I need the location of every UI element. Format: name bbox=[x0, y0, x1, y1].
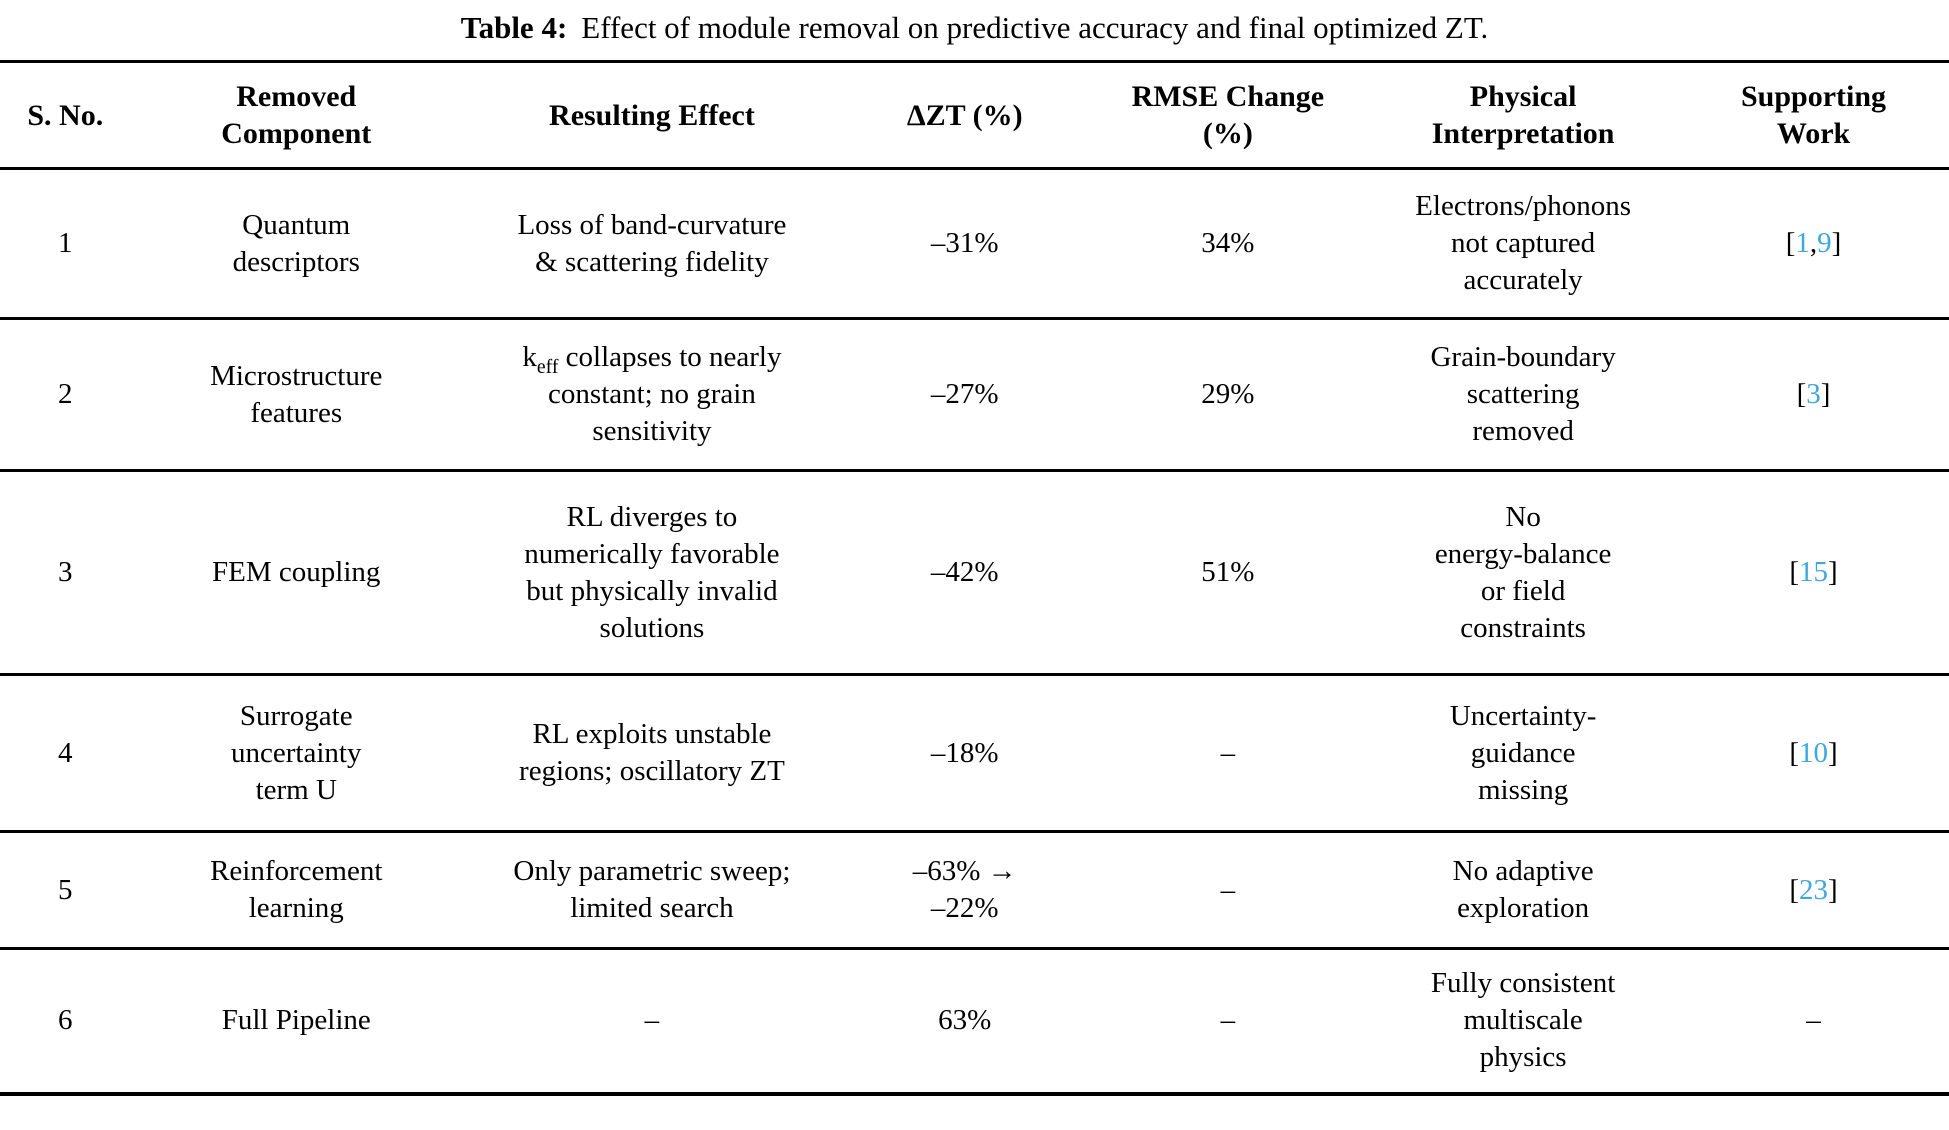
citation-link[interactable]: 1 bbox=[1795, 227, 1810, 259]
cell-removed: Full Pipeline bbox=[221, 1004, 371, 1037]
cell-effect: Only parametric sweep; limited search bbox=[461, 831, 842, 950]
cell-effect: – bbox=[644, 1004, 660, 1037]
cell-physical: Fully consistent multiscale physics bbox=[1430, 967, 1616, 1074]
cell-sno: 4 bbox=[0, 674, 131, 833]
table-row: 5 Reinforcement learning Only parametric s… bbox=[0, 831, 1949, 950]
citation-link[interactable]: 23 bbox=[1799, 873, 1829, 906]
table-row: 2 Microstructure features keff collapses t… bbox=[0, 318, 1949, 472]
cell-work: – bbox=[1806, 1004, 1821, 1037]
column-header-resulting-effect: Resulting Effect bbox=[461, 61, 842, 170]
cell-sno: 6 bbox=[58, 1004, 73, 1037]
table-caption: Table 4: Effect of module removal on pred… bbox=[0, 0, 1949, 60]
cell-physical: Uncertainty- guidance missing bbox=[1368, 674, 1679, 833]
column-header-removed-component: Removed Component bbox=[130, 61, 462, 170]
cell-sno: 2 bbox=[0, 318, 131, 472]
cell-removed: FEM coupling bbox=[130, 470, 462, 676]
cell-physical: No adaptive exploration bbox=[1368, 831, 1679, 950]
column-header-physical-interpretation: Physical Interpretation bbox=[1368, 61, 1679, 170]
cell-sno: 3 bbox=[0, 470, 131, 676]
table-caption-label: Table 4: bbox=[460, 10, 568, 45]
cell-rmse: 51% bbox=[1087, 470, 1369, 676]
table-header: S. No. Removed Component Resulting Effec… bbox=[0, 61, 1949, 170]
table-body: 1 Quantum descriptors Loss of band-curvatu… bbox=[0, 168, 1949, 1094]
cell-dzt: –31% bbox=[841, 168, 1088, 320]
citation-link[interactable]: 3 bbox=[1806, 378, 1821, 410]
cell-removed: Reinforcement learning bbox=[130, 831, 462, 950]
cell-dzt: –18% bbox=[841, 674, 1088, 833]
table-row: 3 FEM coupling RL diverges to numerically … bbox=[0, 470, 1949, 676]
citation-link[interactable]: 10 bbox=[1799, 736, 1829, 769]
cell-work: [1,9] bbox=[1678, 168, 1949, 320]
cell-effect: keff collapses to nearly constant; no gr… bbox=[461, 318, 842, 472]
cell-rmse: 34% bbox=[1087, 168, 1369, 320]
cell-rmse: – bbox=[1220, 1004, 1236, 1037]
cell-removed: Quantum descriptors bbox=[130, 168, 462, 320]
column-header-delta-zt: ΔZT (%) bbox=[841, 61, 1088, 170]
cell-effect: RL exploits unstable regions; oscillator… bbox=[461, 674, 842, 833]
cell-work: [15] bbox=[1678, 470, 1949, 676]
cell-physical: Electrons/phonons not captured accuratel… bbox=[1368, 168, 1679, 320]
cell-removed: Microstructure features bbox=[130, 318, 462, 472]
cell-rmse: – bbox=[1087, 674, 1369, 833]
subscript-text: eff bbox=[536, 355, 559, 378]
cell-dzt: –63% → –22% bbox=[841, 831, 1088, 950]
cell-dzt: 63% bbox=[938, 1004, 992, 1037]
citation-link[interactable]: 15 bbox=[1799, 556, 1829, 588]
cell-rmse: 29% bbox=[1087, 318, 1369, 472]
cell-dzt: –27% bbox=[841, 318, 1088, 472]
table-row: 4 Surrogate uncertainty term U RL exploits… bbox=[0, 674, 1949, 833]
cell-work: [10] bbox=[1678, 674, 1949, 833]
cell-sno: 1 bbox=[0, 168, 131, 320]
cell-work: [3] bbox=[1678, 318, 1949, 472]
cell-sno: 5 bbox=[0, 831, 131, 950]
header-row: S. No. Removed Component Resulting Effec… bbox=[0, 61, 1949, 170]
cell-physical: No energy-balance or field constraints bbox=[1368, 470, 1679, 676]
citation-link[interactable]: 9 bbox=[1817, 227, 1832, 259]
table-row: 1 Quantum descriptors Loss of band-curvatu… bbox=[0, 168, 1949, 320]
column-header-sno: S. No. bbox=[0, 61, 131, 170]
cell-removed: Surrogate uncertainty term U bbox=[130, 674, 462, 833]
cell-work: [23] bbox=[1678, 831, 1949, 950]
table-row: 6 Full Pipeline – 63% – Fully consistent mult… bbox=[0, 949, 1949, 1094]
column-header-supporting-work: Supporting Work bbox=[1678, 61, 1949, 170]
cell-effect: RL diverges to numerically favorable but… bbox=[461, 470, 842, 676]
table-caption-text: Effect of module removal on predictive a… bbox=[581, 10, 1489, 45]
cell-rmse: – bbox=[1087, 831, 1369, 950]
cell-effect: Loss of band-curvature & scattering fide… bbox=[461, 168, 842, 320]
cell-physical: Grain-boundary scattering removed bbox=[1368, 318, 1679, 472]
cell-dzt: –42% bbox=[841, 470, 1088, 676]
column-header-rmse-change: RMSE Change (%) bbox=[1087, 61, 1369, 170]
ablation-table: S. No. Removed Component Resulting Effec… bbox=[0, 60, 1949, 1096]
